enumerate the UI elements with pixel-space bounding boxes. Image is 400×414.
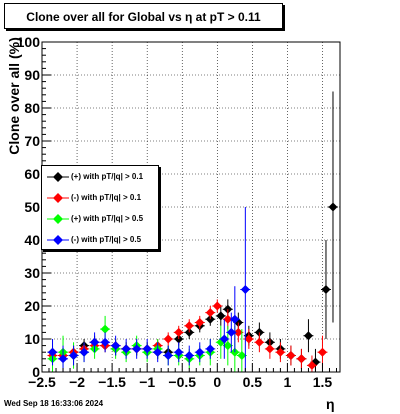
x-axis-title: η	[326, 396, 335, 412]
data-point	[153, 347, 163, 357]
legend-label: (+) with pT/|q| > 0.5	[71, 214, 144, 223]
data-point	[265, 344, 275, 354]
y-tick-label: 10	[24, 331, 40, 347]
data-point	[184, 321, 194, 331]
y-tick-label: 80	[24, 100, 40, 116]
data-point	[174, 347, 184, 357]
y-tick-label: 40	[24, 232, 40, 248]
chart-title: Clone over all for Global vs η at pT > 0…	[4, 3, 283, 29]
data-point	[244, 334, 254, 344]
y-tick-label: 70	[24, 133, 40, 149]
data-point	[216, 311, 226, 321]
data-point	[223, 341, 233, 351]
legend-label: (-) with pT/|q| > 0.5	[71, 235, 142, 244]
legend-label: (+) with pT/|q| > 0.1	[71, 172, 144, 181]
data-point	[233, 327, 243, 337]
data-point	[307, 360, 317, 370]
data-point	[121, 344, 131, 354]
data-point	[212, 301, 222, 311]
y-tick-label: 50	[24, 199, 40, 215]
data-point	[303, 331, 313, 341]
data-point	[219, 334, 229, 344]
data-point	[100, 324, 110, 334]
legend-entry: (-) with pT/|q| > 0.1	[42, 189, 160, 207]
legend-marker-diamond-icon	[47, 214, 69, 224]
data-point	[184, 351, 194, 360]
tick-labels: −2.5 −2 −1.5 −1 −0.5 0 0.5 1 1.5 0 10 20 30 40 50 60 70 8…	[17, 34, 333, 390]
x-tick-label: −1	[139, 374, 155, 390]
timestamp: Wed Sep 18 16:33:06 2024	[4, 399, 104, 408]
data-point	[142, 344, 152, 354]
legend-marker-diamond-icon	[47, 193, 69, 203]
x-tick-label: −1.5	[98, 374, 126, 390]
data-point	[48, 347, 58, 357]
data-point	[205, 344, 215, 354]
y-axis-title: Clone over all (%)	[6, 37, 22, 155]
data-point	[237, 351, 247, 360]
x-tick-label: 0.5	[243, 374, 263, 390]
legend-entry: (+) with pT/|q| > 0.5	[42, 210, 160, 228]
data-point	[79, 347, 89, 357]
y-tick-label: 100	[17, 34, 41, 50]
y-tick-label: 90	[24, 67, 40, 83]
data-point	[296, 354, 306, 364]
data-point	[195, 318, 205, 327]
y-tick-label: 20	[24, 298, 40, 314]
data-point	[90, 337, 100, 347]
legend-marker-diamond-icon	[47, 235, 69, 245]
x-tick-label: 1.5	[313, 374, 333, 390]
x-tick-label: −2	[69, 374, 85, 390]
data-point	[226, 327, 236, 337]
data-point	[195, 347, 205, 357]
data-point	[111, 341, 121, 351]
series-3	[47, 207, 251, 372]
data-point	[275, 347, 285, 357]
data-point	[174, 327, 184, 337]
data-point	[163, 334, 173, 344]
x-tick-label: −2.5	[28, 374, 56, 390]
data-point	[100, 337, 110, 347]
x-tick-label: 1	[284, 374, 292, 390]
data-point	[58, 354, 68, 364]
data-point	[163, 351, 173, 360]
data-series	[47, 91, 338, 372]
data-point	[223, 314, 233, 324]
data-point	[317, 347, 327, 357]
legend-entry: (-) with pT/|q| > 0.5	[42, 231, 160, 249]
legend-label: (-) with pT/|q| > 0.1	[71, 193, 142, 202]
data-point	[321, 285, 331, 294]
x-tick-label: 0	[213, 374, 221, 390]
axis-ticks	[41, 41, 337, 373]
data-point	[240, 285, 250, 294]
data-point	[286, 351, 296, 360]
data-point	[328, 202, 338, 212]
legend-marker-diamond-icon	[47, 172, 69, 182]
legend: (+) with pT/|q| > 0.1 (-) with pT/|q| > …	[41, 165, 159, 250]
data-point	[205, 308, 215, 318]
data-point	[254, 337, 264, 347]
y-tick-label: 60	[24, 166, 40, 182]
y-tick-label: 0	[32, 364, 40, 380]
data-point	[230, 314, 240, 324]
data-point	[69, 351, 79, 360]
data-point	[132, 344, 142, 354]
x-tick-label: −0.5	[168, 374, 196, 390]
y-tick-label: 30	[24, 265, 40, 281]
legend-entry: (+) with pT/|q| > 0.1	[42, 168, 160, 186]
